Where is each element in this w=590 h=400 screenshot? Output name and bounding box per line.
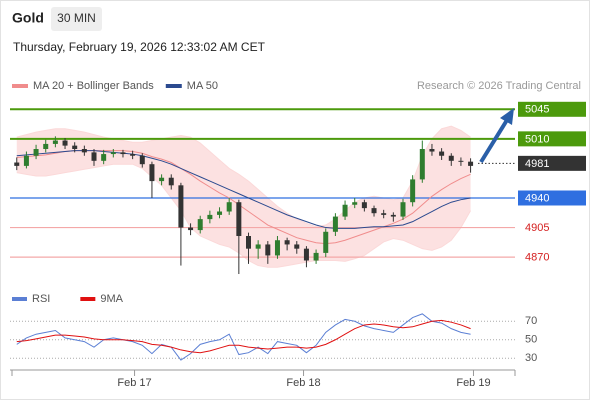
- credit: Research © 2026 Trading Central: [417, 80, 581, 92]
- legend-label: MA 50: [187, 80, 218, 92]
- candle-body: [371, 208, 377, 214]
- candle-body: [352, 202, 358, 205]
- title: Gold: [12, 10, 44, 26]
- candle-body: [110, 152, 116, 155]
- plot: 5045 5010 4981 4940 4905 4870 MA 20 + Bollinge…: [10, 80, 586, 389]
- candle-body: [439, 151, 445, 156]
- candle-body: [23, 155, 29, 166]
- candle-body: [217, 211, 223, 215]
- candle-body: [255, 244, 261, 249]
- band-edge: [16, 125, 471, 228]
- level-label: 5010: [525, 133, 549, 145]
- candle-body: [245, 236, 251, 249]
- candle-body: [274, 240, 280, 256]
- candle-body: [207, 214, 213, 220]
- candle-body: [313, 252, 319, 261]
- indicator-line: [16, 313, 471, 361]
- candle-body: [14, 162, 20, 166]
- candle-body: [130, 154, 136, 156]
- candle-body: [448, 155, 454, 161]
- candle-body: [458, 160, 464, 162]
- candle-body: [400, 202, 406, 217]
- y-tick-label: 30: [525, 352, 537, 364]
- level-label: 5045: [525, 104, 549, 116]
- candle-body: [419, 148, 425, 180]
- candle-body: [91, 152, 97, 161]
- timeframe: 30 MIN: [57, 11, 96, 25]
- legend-label: RSI: [32, 293, 50, 305]
- forecast-arrow: [479, 118, 509, 164]
- candle-body: [294, 244, 300, 249]
- x-tick-label: Feb 17: [117, 377, 151, 389]
- candle-body: [332, 216, 338, 232]
- candle-body: [381, 213, 387, 215]
- candle-body: [188, 227, 194, 231]
- candle-body: [410, 179, 416, 203]
- candle-body: [43, 143, 49, 149]
- candle-body: [139, 155, 145, 165]
- candle-body: [120, 152, 126, 155]
- candle-body: [149, 164, 155, 182]
- candle-body: [284, 240, 290, 245]
- candle-body: [197, 219, 203, 231]
- forecast-arrow-head: [500, 108, 514, 125]
- candle-body: [236, 202, 242, 237]
- x-tick-label: Feb 19: [456, 377, 490, 389]
- level-box: [518, 131, 586, 147]
- candle-body: [178, 185, 184, 228]
- candle-body: [81, 148, 87, 153]
- candle-body: [52, 140, 58, 144]
- x-tick-label: Feb 18: [286, 377, 320, 389]
- y-tick-label: 70: [525, 315, 537, 327]
- candle-body: [323, 231, 329, 253]
- moving-average: [16, 150, 471, 229]
- timeframe-box: [51, 7, 102, 31]
- indicator-line: [16, 319, 471, 354]
- candle-body: [265, 244, 271, 256]
- level-label: 4870: [525, 252, 549, 264]
- candle-body: [159, 177, 165, 182]
- candle-body: [33, 148, 39, 156]
- candle-body: [342, 204, 348, 217]
- level-box: [518, 155, 586, 171]
- legend-label: MA 20 + Bollinger Bands: [33, 80, 154, 92]
- level-box: [518, 101, 586, 117]
- timestamp: Thursday, February 19, 2026 12:33:02 AM …: [13, 40, 266, 54]
- level-label: 4940: [525, 192, 549, 204]
- candle-body: [429, 148, 435, 152]
- level-label: 4981: [525, 158, 549, 170]
- candle-body: [226, 202, 232, 212]
- level-box: [518, 190, 586, 206]
- candle-body: [168, 177, 174, 186]
- legend-label: 9MA: [100, 293, 123, 305]
- candle-body: [303, 248, 309, 261]
- level-label: 4905: [525, 222, 549, 234]
- candle-body: [468, 161, 474, 166]
- candle-body: [390, 214, 396, 217]
- candle-body: [62, 140, 68, 146]
- candle-body: [72, 145, 78, 149]
- y-tick-label: 50: [525, 334, 537, 346]
- bollinger-band: [16, 126, 471, 268]
- candle-body: [101, 154, 107, 161]
- candle-body: [361, 202, 367, 209]
